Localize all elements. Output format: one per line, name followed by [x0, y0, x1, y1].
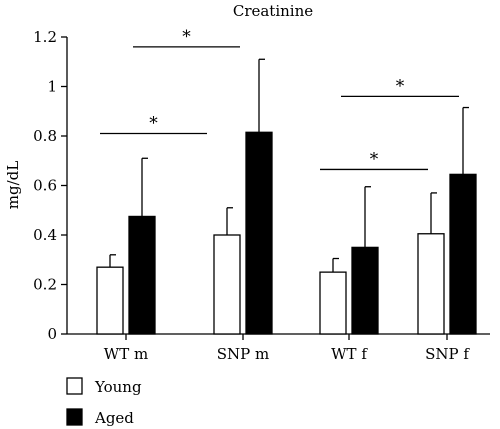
y-tick-label: 0.8 — [33, 127, 57, 145]
bars — [96, 58, 477, 335]
significance-star: * — [396, 76, 405, 96]
bar-young — [96, 266, 124, 335]
chart-title: Creatinine — [233, 2, 313, 20]
significance-star: * — [182, 27, 191, 47]
legend-swatch-aged — [66, 408, 83, 426]
legend: Young Aged — [66, 377, 142, 427]
bar-aged — [449, 173, 477, 335]
x-category-label: SNP m — [217, 345, 270, 363]
bar-aged — [351, 246, 379, 335]
x-axis: WT m SNP m WT f SNP f — [67, 333, 490, 363]
bar-aged — [128, 215, 156, 335]
significance-markers: * * * * — [100, 27, 459, 171]
significance-star: * — [149, 114, 158, 134]
y-tick-label: 0.6 — [33, 177, 57, 195]
legend-label-aged: Aged — [94, 409, 134, 427]
bar-aged — [245, 131, 273, 335]
legend-label-young: Young — [94, 378, 142, 396]
y-tick-label: 0 — [47, 325, 57, 343]
y-tick-label: 0.4 — [33, 226, 57, 244]
bar-young — [319, 271, 347, 335]
bar-young — [213, 234, 241, 335]
y-tick-label: 1 — [47, 78, 57, 96]
significance-star: * — [370, 149, 379, 169]
legend-swatch-young — [66, 377, 83, 395]
x-category-label: WT m — [104, 345, 148, 363]
y-tick-label: 0.2 — [33, 276, 57, 294]
bar-young — [417, 233, 445, 335]
x-category-label: WT f — [331, 345, 368, 363]
x-category-label: SNP f — [425, 345, 470, 363]
y-axis-label: mg/dL — [4, 161, 22, 209]
y-axis: 0 0.2 0.4 0.6 0.8 1 1.2 — [33, 28, 68, 343]
y-tick-label: 1.2 — [33, 28, 57, 46]
